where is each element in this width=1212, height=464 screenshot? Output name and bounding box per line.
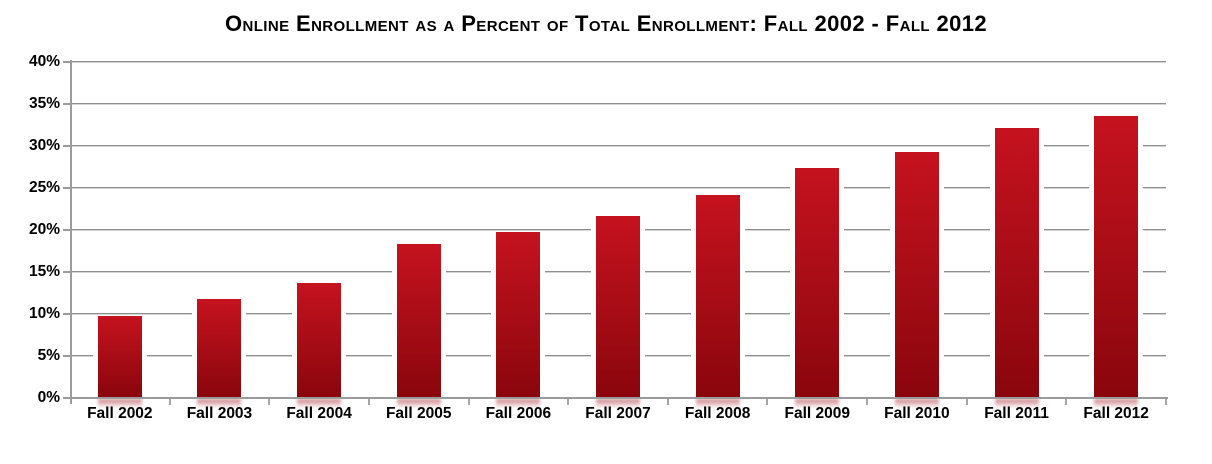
y-axis-tick bbox=[63, 187, 70, 189]
x-axis-tick bbox=[766, 399, 769, 405]
gridline-30% bbox=[70, 145, 1166, 147]
x-axis-tick bbox=[268, 399, 271, 405]
x-axis-tick bbox=[467, 399, 470, 405]
y-axis-tick-label: 5% bbox=[37, 347, 60, 364]
y-axis-line bbox=[70, 60, 72, 404]
x-axis-tick bbox=[1165, 399, 1167, 405]
bar-fall-2009 bbox=[795, 167, 840, 397]
x-axis-category-label: Fall 2002 bbox=[87, 405, 153, 422]
y-axis-tick-label: 35% bbox=[28, 95, 60, 112]
bar-reflection bbox=[496, 399, 541, 409]
y-axis-tick bbox=[63, 229, 70, 231]
y-axis-tick bbox=[63, 103, 70, 105]
bar-fall-2004 bbox=[297, 282, 342, 397]
x-axis-tick bbox=[866, 399, 869, 405]
x-axis-category-label: Fall 2011 bbox=[984, 405, 1049, 422]
bar-fall-2008 bbox=[695, 194, 740, 397]
y-axis-tick bbox=[63, 145, 70, 147]
gridline-40% bbox=[70, 61, 1166, 63]
bar-fall-2011 bbox=[994, 128, 1039, 397]
y-axis-tick bbox=[63, 397, 70, 399]
x-axis-category-label: Fall 2006 bbox=[485, 405, 552, 422]
gridline-25% bbox=[70, 187, 1166, 189]
bar-fall-2002 bbox=[97, 316, 142, 397]
bar-fall-2003 bbox=[197, 298, 242, 397]
bar-reflection bbox=[297, 399, 342, 409]
y-axis-tick bbox=[63, 313, 70, 315]
x-axis-tick bbox=[367, 399, 370, 405]
x-axis-tick bbox=[666, 399, 669, 405]
bar-reflection bbox=[894, 399, 939, 409]
bar-reflection bbox=[994, 399, 1039, 409]
y-axis-tick-label: 0% bbox=[37, 389, 60, 406]
bar-fall-2007 bbox=[596, 215, 640, 397]
x-axis-category-label: Fall 2009 bbox=[784, 405, 851, 422]
y-axis-tick bbox=[63, 271, 70, 273]
bar-reflection bbox=[596, 399, 640, 409]
x-axis-category-label: Fall 2012 bbox=[1083, 405, 1149, 422]
x-axis-tick bbox=[567, 399, 570, 405]
x-axis-tick bbox=[168, 399, 171, 405]
x-axis-category-label: Fall 2003 bbox=[186, 405, 253, 422]
bar-reflection bbox=[1094, 399, 1139, 409]
x-axis-category-label: Fall 2008 bbox=[684, 405, 751, 422]
x-axis-category-label: Fall 2010 bbox=[884, 405, 950, 422]
bar-fall-2012 bbox=[1094, 115, 1139, 397]
x-axis-category-label: Fall 2007 bbox=[585, 405, 651, 422]
y-axis-tick-label: 15% bbox=[28, 263, 60, 280]
y-axis-tick bbox=[63, 355, 70, 357]
bar-fall-2006 bbox=[496, 232, 541, 397]
y-axis-tick-label: 20% bbox=[28, 221, 60, 238]
x-axis-category-label: Fall 2005 bbox=[385, 405, 452, 422]
y-axis-tick-label: 25% bbox=[28, 179, 60, 196]
bar-reflection bbox=[795, 399, 840, 409]
gridline-35% bbox=[70, 103, 1166, 105]
y-axis-tick-label: 30% bbox=[28, 137, 60, 154]
x-axis-line bbox=[69, 397, 1168, 399]
bar-reflection bbox=[695, 399, 740, 409]
bar-fall-2010 bbox=[894, 151, 939, 397]
bar-fall-2005 bbox=[396, 244, 441, 397]
x-axis-tick bbox=[1065, 399, 1068, 405]
y-axis-tick-label: 10% bbox=[28, 305, 60, 322]
bar-reflection bbox=[396, 399, 441, 409]
bar-reflection bbox=[197, 399, 242, 409]
x-axis-category-label: Fall 2004 bbox=[286, 405, 352, 422]
y-axis-tick-label: 40% bbox=[28, 53, 60, 70]
chart-title: Online Enrollment as a Percent of Total … bbox=[224, 11, 988, 36]
y-axis-tick bbox=[63, 61, 70, 63]
x-axis-tick bbox=[965, 399, 968, 405]
bar-reflection bbox=[97, 399, 142, 409]
